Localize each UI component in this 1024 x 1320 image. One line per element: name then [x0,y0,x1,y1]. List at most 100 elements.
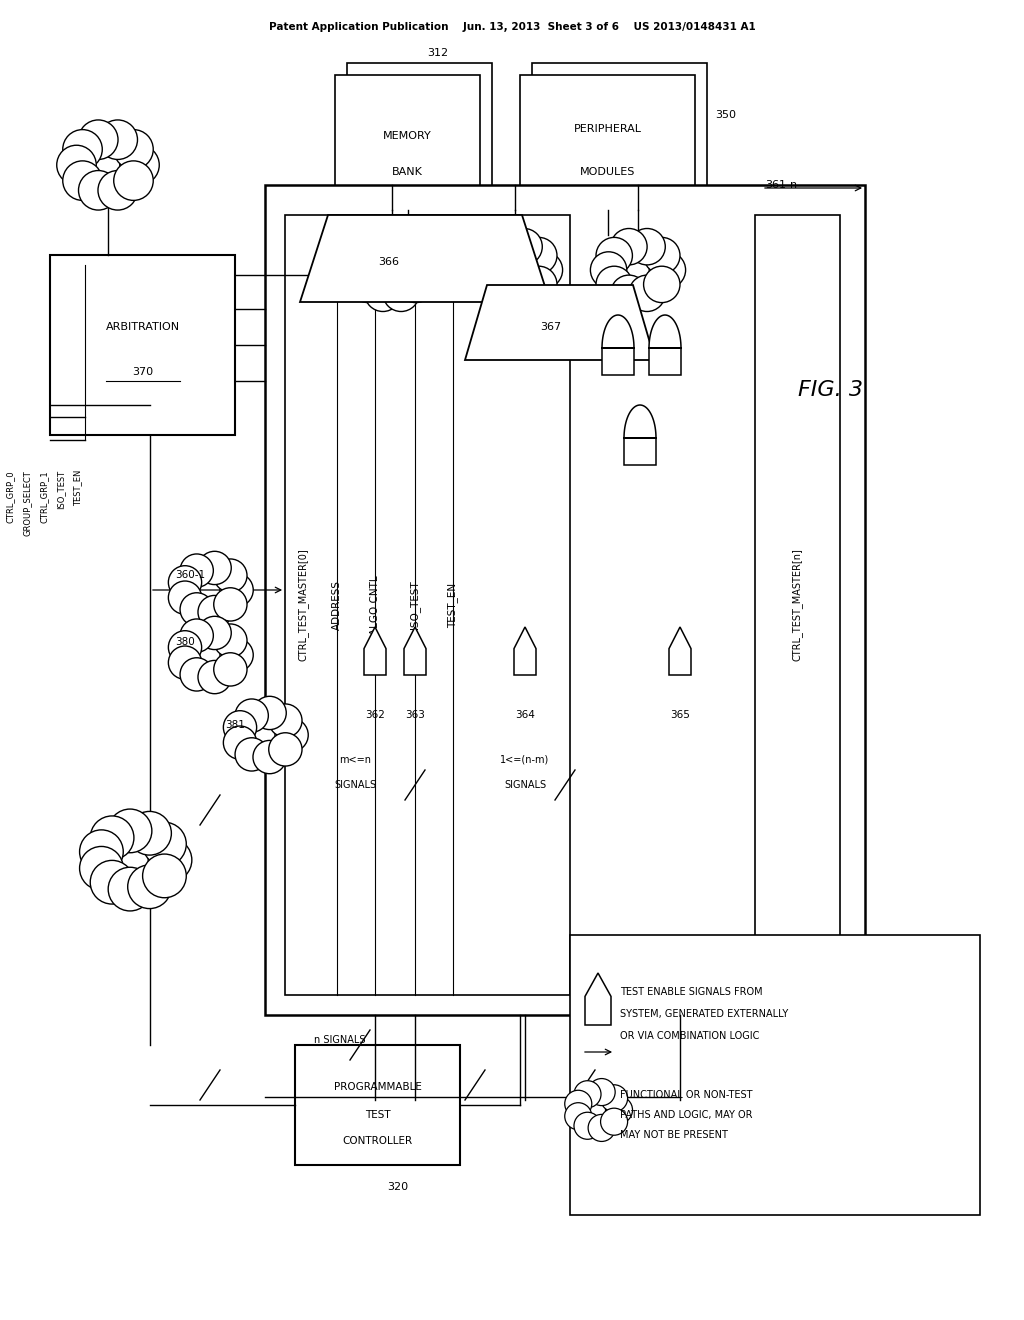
Circle shape [62,161,102,201]
Circle shape [268,733,302,766]
Circle shape [198,616,231,649]
Circle shape [80,846,123,890]
Text: 367: 367 [540,322,561,333]
Polygon shape [514,627,536,675]
Circle shape [350,267,386,302]
Circle shape [610,228,647,265]
Circle shape [236,738,268,771]
Ellipse shape [70,133,146,197]
Circle shape [365,228,401,265]
Circle shape [506,228,543,265]
Circle shape [79,120,118,160]
Circle shape [98,120,137,160]
Ellipse shape [602,240,674,300]
Circle shape [90,816,134,859]
Text: 370: 370 [132,367,153,378]
Circle shape [253,741,287,774]
Circle shape [268,704,302,738]
Circle shape [253,697,287,730]
Circle shape [526,252,562,288]
Ellipse shape [232,708,297,762]
Circle shape [148,838,191,882]
Circle shape [180,657,213,692]
Bar [520,75,695,210]
Text: 350: 350 [715,111,736,120]
Text: FUNCTIONAL OR NON-TEST: FUNCTIONAL OR NON-TEST [620,1090,753,1100]
Circle shape [565,1090,592,1117]
Text: 361-n: 361-n [765,180,797,190]
Circle shape [236,700,268,733]
Circle shape [128,812,171,855]
Text: SIGNALS: SIGNALS [504,780,546,789]
Text: 381: 381 [225,719,245,730]
Text: TEST_EN: TEST_EN [74,470,83,507]
Circle shape [365,275,401,312]
Circle shape [397,238,434,273]
Bar [570,935,980,1214]
Text: 312: 312 [427,48,449,58]
Circle shape [120,145,160,185]
Text: CTRL_GRP_1: CTRL_GRP_1 [40,470,48,523]
Text: CONTROLLER: CONTROLLER [342,1137,413,1146]
Circle shape [520,238,557,273]
Text: 360-1: 360-1 [175,570,205,579]
Circle shape [214,624,247,657]
Text: GROUP_SELECT: GROUP_SELECT [23,470,32,536]
Text: PATHS AND LOGIC, MAY OR: PATHS AND LOGIC, MAY OR [620,1110,753,1119]
Circle shape [344,252,381,288]
Circle shape [214,587,247,620]
Circle shape [644,238,680,273]
Circle shape [574,1113,601,1139]
Circle shape [214,558,247,593]
Circle shape [223,726,257,759]
Polygon shape [649,315,681,375]
Text: 320: 320 [387,1181,409,1192]
Circle shape [220,573,253,607]
Circle shape [98,170,137,210]
Circle shape [605,1097,633,1123]
Text: PERIPHERAL: PERIPHERAL [573,124,641,135]
Circle shape [350,238,386,273]
Text: 363: 363 [406,710,425,719]
Text: 366: 366 [378,257,399,267]
Circle shape [214,653,247,686]
Text: FIG. 3: FIG. 3 [798,380,862,400]
Circle shape [220,639,253,672]
Text: BANK: BANK [392,168,423,177]
Text: MAY NOT BE PRESENT: MAY NOT BE PRESENT [620,1130,728,1140]
Text: 365: 365 [670,710,690,719]
Circle shape [383,228,419,265]
Circle shape [397,267,434,302]
Bar [285,215,570,995]
Polygon shape [404,627,426,675]
Circle shape [198,552,231,585]
Text: 1<=(n-m): 1<=(n-m) [501,755,550,766]
Bar [347,63,492,198]
Ellipse shape [356,240,428,300]
Circle shape [574,1081,601,1107]
Text: TEST: TEST [365,1110,390,1119]
Circle shape [79,170,118,210]
Polygon shape [300,215,550,302]
Circle shape [90,861,134,904]
Circle shape [520,267,557,302]
Circle shape [109,809,152,853]
Circle shape [198,595,231,628]
Text: SIGNALS: SIGNALS [334,780,376,789]
Circle shape [591,252,627,288]
Circle shape [223,710,257,744]
Circle shape [487,228,524,265]
Circle shape [180,593,213,626]
Circle shape [473,238,509,273]
Circle shape [168,631,202,664]
Circle shape [198,660,231,694]
Text: ARBITRATION: ARBITRATION [105,322,179,333]
Bar [50,255,234,436]
Circle shape [644,267,680,302]
Ellipse shape [572,1088,624,1133]
Text: OR VIA COMBINATION LOGIC: OR VIA COMBINATION LOGIC [620,1031,760,1041]
Circle shape [629,275,666,312]
Text: Patent Application Publication    Jun. 13, 2013  Sheet 3 of 6    US 2013/0148431: Patent Application Publication Jun. 13, … [268,22,756,32]
Circle shape [80,830,123,874]
Text: SYSTEM, GENERATED EXTERNALLY: SYSTEM, GENERATED EXTERNALLY [620,1008,788,1019]
